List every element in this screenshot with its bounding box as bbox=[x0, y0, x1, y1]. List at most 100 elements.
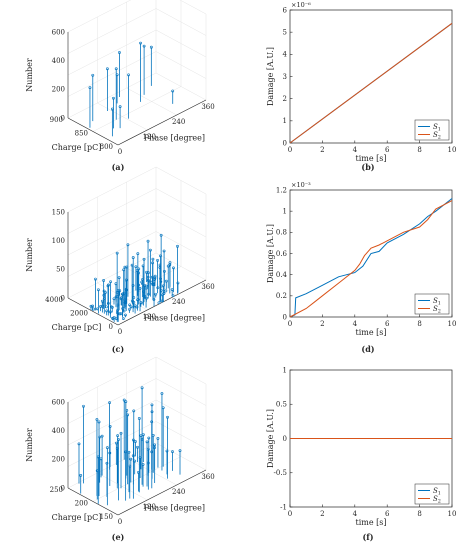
stem-marker bbox=[98, 435, 102, 439]
stem-marker bbox=[136, 298, 140, 302]
y-tick-label: 800 bbox=[100, 143, 113, 151]
stem-marker bbox=[105, 67, 109, 71]
stem-marker bbox=[153, 274, 157, 278]
wall-gridline bbox=[67, 188, 157, 234]
stem-marker bbox=[137, 267, 141, 271]
z-axis-label: Number bbox=[25, 428, 34, 462]
stem-marker bbox=[124, 288, 128, 292]
stem-marker bbox=[161, 406, 165, 410]
panel-label-a: (a) bbox=[112, 162, 125, 172]
stem-marker bbox=[162, 249, 166, 253]
y-axis-label: Damage [A.U.] bbox=[266, 47, 275, 106]
stem-marker bbox=[99, 305, 102, 308]
stem-marker bbox=[171, 450, 174, 454]
x-tick-label: 360 bbox=[201, 103, 214, 111]
stem-marker bbox=[131, 454, 135, 458]
z-tick-label: 0 bbox=[61, 484, 65, 492]
y-tick-label: 0 bbox=[283, 139, 287, 147]
y-axis-label: Charge [pC] bbox=[52, 513, 102, 522]
stem-marker bbox=[77, 442, 81, 446]
x-tick-label: 4 bbox=[353, 510, 358, 518]
x-tick-label: 2 bbox=[320, 510, 324, 518]
stem-marker bbox=[140, 386, 144, 390]
x-tick-label: 240 bbox=[172, 118, 185, 126]
stem-marker bbox=[96, 288, 100, 292]
stem-marker bbox=[105, 305, 108, 309]
stem-marker bbox=[132, 409, 136, 413]
stem-marker bbox=[102, 289, 106, 293]
stem-marker bbox=[156, 286, 160, 290]
x-tick-label: 8 bbox=[417, 146, 421, 154]
stem-marker bbox=[164, 279, 168, 283]
stem-marker bbox=[134, 440, 137, 443]
y-tick-label: 6 bbox=[283, 6, 288, 14]
y-tick-label: 1 bbox=[283, 366, 287, 374]
z-axis-label: Number bbox=[25, 238, 34, 272]
stem-marker bbox=[150, 420, 154, 424]
wall-gridline bbox=[67, 399, 157, 446]
y-tick-label: 0 bbox=[109, 323, 113, 331]
x-tick-label: 8 bbox=[417, 320, 421, 328]
stem-marker bbox=[114, 441, 118, 445]
panel-label-c: (c) bbox=[112, 344, 125, 354]
stem-marker bbox=[151, 257, 155, 261]
stem-marker bbox=[100, 434, 104, 438]
stem-marker bbox=[89, 304, 93, 308]
stem-marker bbox=[172, 266, 175, 270]
stem-marker bbox=[176, 244, 179, 248]
stem-marker bbox=[122, 309, 126, 313]
y-tick-label: 0.6 bbox=[276, 250, 288, 258]
y-tick-label: 0 bbox=[283, 313, 287, 321]
x-axis-label: Phase [degree] bbox=[144, 503, 205, 512]
stem-marker bbox=[114, 67, 118, 71]
stem-marker bbox=[119, 297, 123, 301]
stem-marker bbox=[142, 44, 146, 48]
wall-gridline bbox=[67, 209, 157, 256]
series-line-S1 bbox=[289, 198, 453, 318]
x-tick-label: 360 bbox=[201, 473, 214, 481]
wall-gridline bbox=[67, 166, 157, 213]
stem-marker bbox=[109, 280, 113, 284]
wall-gridline bbox=[67, 51, 157, 97]
y-tick-label: 900 bbox=[50, 116, 63, 124]
stem-marker bbox=[150, 450, 154, 454]
stem-marker bbox=[153, 446, 157, 450]
stem-marker bbox=[145, 270, 149, 274]
x-tick-label: 120 bbox=[143, 313, 156, 321]
stem-marker bbox=[111, 316, 114, 320]
stem-marker bbox=[165, 449, 169, 453]
stem-marker bbox=[116, 309, 119, 312]
y-tick-label: 2000 bbox=[70, 310, 88, 318]
legend-box bbox=[414, 293, 450, 315]
x-tick-label: 240 bbox=[172, 488, 185, 496]
stem-marker bbox=[125, 265, 129, 269]
stem-marker bbox=[145, 440, 149, 444]
floor-gridline bbox=[92, 86, 182, 132]
z-axis-label: Number bbox=[25, 58, 34, 92]
stem-marker bbox=[118, 51, 121, 54]
wall-gridline bbox=[67, 378, 157, 424]
stem-marker bbox=[105, 309, 109, 313]
stem-marker bbox=[152, 283, 156, 287]
stem-marker bbox=[130, 263, 134, 267]
panel-label-e: (e) bbox=[112, 532, 125, 542]
wall-gridline bbox=[67, 8, 157, 54]
y-exponent-label: ×10⁻³ bbox=[291, 181, 311, 189]
z-tick-label: 150 bbox=[52, 208, 65, 216]
stem-marker bbox=[139, 434, 143, 437]
y-tick-label: 250 bbox=[50, 486, 63, 494]
legend-label-S2: S2 bbox=[433, 305, 441, 315]
x-tick-label: 2 bbox=[320, 146, 324, 154]
y-tick-label: 1 bbox=[283, 117, 287, 125]
stem-marker bbox=[115, 73, 119, 77]
stem-marker bbox=[164, 289, 168, 293]
stem-marker bbox=[156, 259, 159, 262]
stem-marker bbox=[171, 89, 175, 93]
stem-marker bbox=[176, 281, 180, 285]
stem-marker bbox=[159, 254, 162, 258]
stem-marker bbox=[133, 459, 137, 463]
x-tick-label: 2 bbox=[320, 320, 324, 328]
stem-marker bbox=[91, 304, 94, 308]
